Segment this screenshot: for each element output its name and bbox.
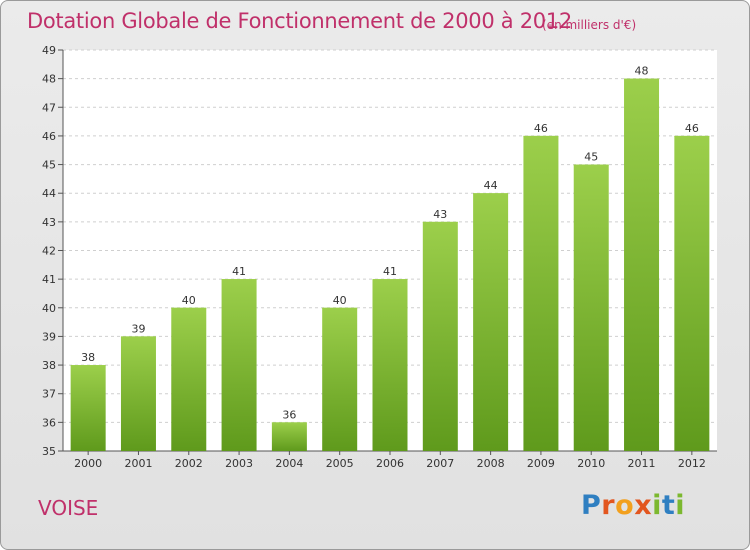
bar-2005 — [322, 307, 358, 451]
x-tick-label-2004: 2004 — [275, 457, 303, 470]
bar-2008 — [473, 193, 509, 451]
bar-2002 — [171, 307, 207, 451]
bar-2012 — [674, 135, 710, 451]
logo-letter: t — [661, 490, 676, 521]
y-tick-label: 49 — [42, 44, 56, 57]
y-tick-label: 41 — [42, 273, 56, 286]
chart-title: Dotation Globale de Fonctionnement de 20… — [27, 9, 572, 33]
value-label-2007: 43 — [433, 208, 447, 221]
x-tick-label-2002: 2002 — [175, 457, 203, 470]
x-tick-label-2005: 2005 — [326, 457, 354, 470]
value-label-2008: 44 — [484, 179, 498, 192]
logo-letter: i — [652, 490, 662, 521]
y-tick-label: 35 — [42, 445, 56, 458]
x-tick-label-2003: 2003 — [225, 457, 253, 470]
y-tick-label: 47 — [42, 101, 56, 114]
logo-letter: r — [601, 490, 616, 521]
bar-2001 — [120, 336, 156, 451]
bar-2003 — [221, 279, 257, 451]
value-label-2012: 46 — [685, 122, 699, 135]
y-tick-label: 37 — [42, 388, 56, 401]
value-label-2006: 41 — [383, 265, 397, 278]
bar-2006 — [372, 279, 408, 451]
value-label-2005: 40 — [333, 294, 347, 307]
value-label-2001: 39 — [131, 322, 145, 335]
x-tick-label-2012: 2012 — [678, 457, 706, 470]
bar-2010 — [573, 164, 609, 452]
bar-2011 — [624, 78, 660, 452]
proxiti-logo: Proxiti — [581, 490, 685, 521]
value-label-2002: 40 — [182, 294, 196, 307]
value-label-2009: 46 — [534, 122, 548, 135]
x-tick-label-2006: 2006 — [376, 457, 404, 470]
value-label-2003: 41 — [232, 265, 246, 278]
x-tick-label-2011: 2011 — [628, 457, 656, 470]
value-label-2004: 36 — [282, 408, 296, 421]
logo-letter: i — [675, 490, 686, 521]
y-tick-label: 46 — [42, 130, 56, 143]
x-tick-label-2007: 2007 — [426, 457, 454, 470]
logo-letter: P — [581, 490, 602, 521]
bar-2009 — [523, 135, 559, 451]
commune-name: VOISE — [38, 496, 99, 520]
x-tick-label-2008: 2008 — [477, 457, 505, 470]
bar-2004 — [271, 422, 307, 451]
bar-2000 — [70, 365, 106, 451]
x-tick-label-2009: 2009 — [527, 457, 555, 470]
y-tick-label: 36 — [42, 416, 56, 429]
logo-letter: o — [615, 490, 635, 521]
bar-2007 — [422, 221, 458, 451]
y-tick-label: 44 — [42, 187, 56, 200]
y-tick-label: 40 — [42, 302, 56, 315]
value-label-2010: 45 — [584, 151, 598, 164]
y-tick-label: 43 — [42, 216, 56, 229]
y-tick-label: 38 — [42, 359, 56, 372]
value-label-2011: 48 — [635, 65, 649, 78]
x-tick-label-2000: 2000 — [74, 457, 102, 470]
unit-label: (en milliers d'€) — [542, 18, 637, 32]
y-tick-label: 45 — [42, 159, 56, 172]
y-tick-label: 39 — [42, 330, 56, 343]
x-tick-label-2010: 2010 — [577, 457, 605, 470]
y-tick-label: 48 — [42, 73, 56, 86]
logo-letter: x — [634, 490, 653, 521]
y-tick-label: 42 — [42, 245, 56, 258]
x-tick-label-2001: 2001 — [124, 457, 152, 470]
value-label-2000: 38 — [81, 351, 95, 364]
